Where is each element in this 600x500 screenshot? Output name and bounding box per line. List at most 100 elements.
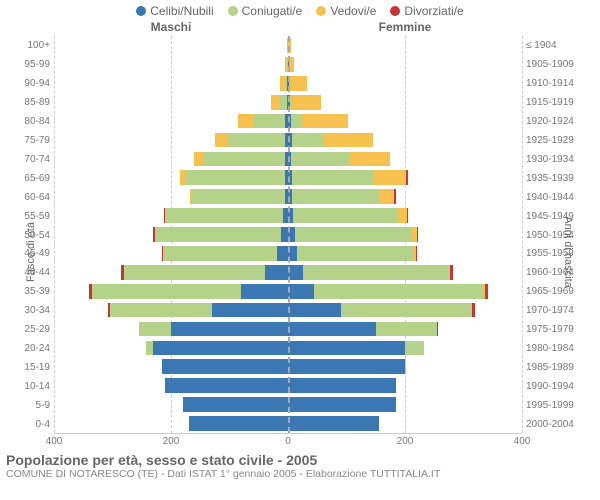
bar-segment	[314, 284, 484, 299]
chart-subtitle: COMUNE DI NOTARESCO (TE) - Dati ISTAT 1°…	[6, 468, 594, 480]
y-tick-left: 70-74	[6, 150, 50, 169]
y-tick-left: 100+	[6, 36, 50, 55]
y-tick-right: 1965-1969	[526, 282, 594, 301]
y-tick-left: 25-29	[6, 320, 50, 339]
legend-label: Coniugati/e	[242, 4, 303, 18]
bar-male	[190, 189, 288, 204]
bar-segment	[288, 378, 396, 393]
bar-male	[271, 95, 288, 110]
x-axis: 4002000200400	[6, 436, 594, 448]
bar-segment	[277, 246, 288, 261]
bar-segment	[153, 341, 288, 356]
bar-male	[280, 76, 288, 91]
x-tick: 400	[514, 436, 531, 447]
bar-female	[288, 189, 396, 204]
bar-female	[288, 170, 408, 185]
bar-female	[288, 359, 406, 374]
bar-segment	[349, 152, 390, 167]
bar-segment	[291, 114, 302, 129]
y-tick-right: ≤ 1904	[526, 36, 594, 55]
bar-male	[121, 265, 288, 280]
bar-segment	[450, 265, 453, 280]
bar-male	[89, 284, 288, 299]
y-tick-left: 95-99	[6, 55, 50, 74]
bar-segment	[341, 303, 473, 318]
y-tick-left: 30-34	[6, 301, 50, 320]
header-femmine: Femmine	[288, 20, 522, 34]
bar-female	[288, 341, 424, 356]
x-tick: 0	[285, 436, 291, 447]
bar-female	[288, 208, 409, 223]
bar-male	[146, 341, 288, 356]
y-tick-left: 0-4	[6, 415, 50, 434]
y-tick-right: 1950-1954	[526, 226, 594, 245]
y-tick-right: 1945-1949	[526, 207, 594, 226]
bar-segment	[271, 95, 280, 110]
bar-segment	[301, 114, 348, 129]
bar-female	[288, 416, 379, 431]
y-tick-right: 1910-1914	[526, 74, 594, 93]
plot-area	[54, 36, 522, 434]
y-tick-right: 2000-2004	[526, 415, 594, 434]
bar-segment	[417, 227, 419, 242]
bar-male	[189, 416, 288, 431]
center-line	[288, 36, 290, 433]
y-tick-right: 1915-1919	[526, 93, 594, 112]
bar-segment	[162, 359, 288, 374]
y-tick-right: 1975-1979	[526, 320, 594, 339]
bar-segment	[406, 170, 408, 185]
y-tick-right: 1935-1939	[526, 169, 594, 188]
bar-segment	[293, 208, 398, 223]
y-tick-right: 1920-1924	[526, 112, 594, 131]
y-tick-right: 1990-1994	[526, 377, 594, 396]
bar-male	[162, 359, 288, 374]
legend-swatch	[390, 6, 400, 16]
y-tick-left: 10-14	[6, 377, 50, 396]
legend-swatch	[136, 6, 146, 16]
bar-segment	[253, 114, 285, 129]
bar-female	[288, 284, 488, 299]
bar-female	[288, 322, 438, 337]
bar-female	[288, 378, 396, 393]
gridline	[522, 36, 523, 433]
bar-segment	[292, 133, 324, 148]
legend-item: Vedovi/e	[316, 4, 376, 18]
y-tick-left: 20-24	[6, 339, 50, 358]
bar-segment	[165, 378, 288, 393]
y-axis-title-left: Fasce di età	[25, 222, 37, 282]
legend-swatch	[316, 6, 326, 16]
bar-segment	[288, 284, 314, 299]
bar-segment	[416, 246, 418, 261]
y-tick-left: 65-69	[6, 169, 50, 188]
column-headers: Maschi Femmine	[6, 20, 594, 34]
bar-segment	[485, 284, 489, 299]
bar-segment	[241, 284, 288, 299]
bar-male	[194, 152, 288, 167]
bar-male	[183, 397, 288, 412]
bar-segment	[288, 303, 341, 318]
legend-item: Divorziati/e	[390, 4, 463, 18]
y-tick-right: 1905-1909	[526, 55, 594, 74]
bar-female	[288, 303, 475, 318]
bar-male	[164, 208, 288, 223]
legend-item: Coniugati/e	[228, 4, 303, 18]
y-tick-left: 90-94	[6, 74, 50, 93]
x-tick: 400	[46, 436, 63, 447]
bar-segment	[110, 303, 212, 318]
bar-segment	[405, 341, 424, 356]
header-maschi: Maschi	[54, 20, 288, 34]
y-tick-right: 1955-1959	[526, 244, 594, 263]
bar-segment	[288, 322, 376, 337]
bar-segment	[394, 189, 396, 204]
bar-segment	[155, 227, 281, 242]
bar-segment	[292, 95, 321, 110]
bar-segment	[166, 208, 283, 223]
bar-male	[238, 114, 288, 129]
bar-segment	[238, 114, 253, 129]
bar-male	[215, 133, 288, 148]
bar-female	[288, 246, 417, 261]
bar-segment	[398, 208, 407, 223]
y-axis-title-right: Anni di nascita	[562, 216, 574, 288]
bar-segment	[186, 170, 285, 185]
bar-segment	[288, 341, 405, 356]
